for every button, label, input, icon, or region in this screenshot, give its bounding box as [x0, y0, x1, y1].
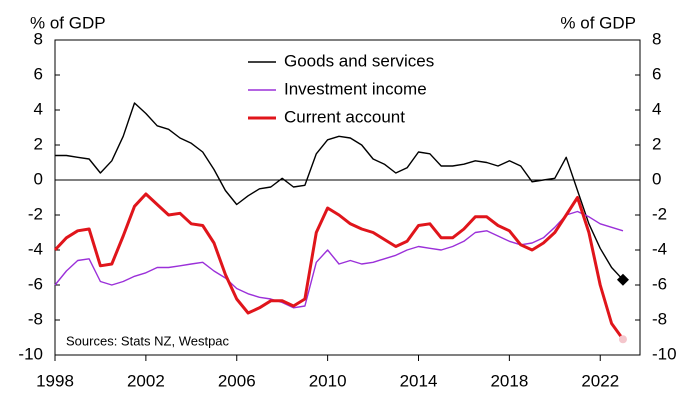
y2-tick-label: -10 [652, 344, 677, 363]
source-note: Sources: Stats NZ, Westpac [66, 333, 230, 348]
y-axis-label: % of GDP [30, 13, 106, 32]
legend-label: Current account [284, 107, 405, 126]
y2-tick-label: 0 [652, 169, 661, 188]
legend-label: Investment income [284, 79, 427, 98]
x-tick-label: 2022 [581, 371, 619, 390]
y-tick-label: -4 [28, 239, 43, 258]
series-line [55, 102, 624, 281]
x-tick-label: 1998 [36, 371, 74, 390]
y2-tick-label: 4 [652, 99, 661, 118]
y2-tick-label: -4 [652, 239, 667, 258]
y-tick-label: -8 [28, 309, 43, 328]
y-tick-label: 0 [34, 169, 43, 188]
plot-frame [54, 39, 641, 356]
y2-tick-label: -8 [652, 309, 667, 328]
y-tick-label: 6 [34, 64, 43, 83]
x-tick-label: 2018 [490, 371, 528, 390]
end-marker [616, 273, 629, 286]
end-marker [618, 335, 627, 344]
y2-tick-label: 2 [652, 134, 661, 153]
x-tick-label: 2006 [218, 371, 256, 390]
y-tick-label: 2 [34, 134, 43, 153]
y-tick-label: -6 [28, 274, 43, 293]
y-tick-label: 4 [34, 99, 43, 118]
y-tick-label: -2 [28, 204, 43, 223]
legend-label: Goods and services [284, 51, 434, 70]
y2-tick-label: 6 [652, 64, 661, 83]
series-line [54, 210, 624, 309]
y-tick-label: -10 [18, 344, 43, 363]
y2-tick-label: -6 [652, 274, 667, 293]
y2-tick-label: 8 [652, 29, 661, 48]
y-tick-label: 8 [34, 29, 43, 48]
x-tick-label: 2010 [309, 371, 347, 390]
x-tick-label: 2002 [127, 371, 165, 390]
x-tick-label: 2014 [400, 371, 438, 390]
y2-tick-label: -2 [652, 204, 667, 223]
series-line [53, 192, 625, 341]
y2-axis-label: % of GDP [560, 13, 636, 32]
